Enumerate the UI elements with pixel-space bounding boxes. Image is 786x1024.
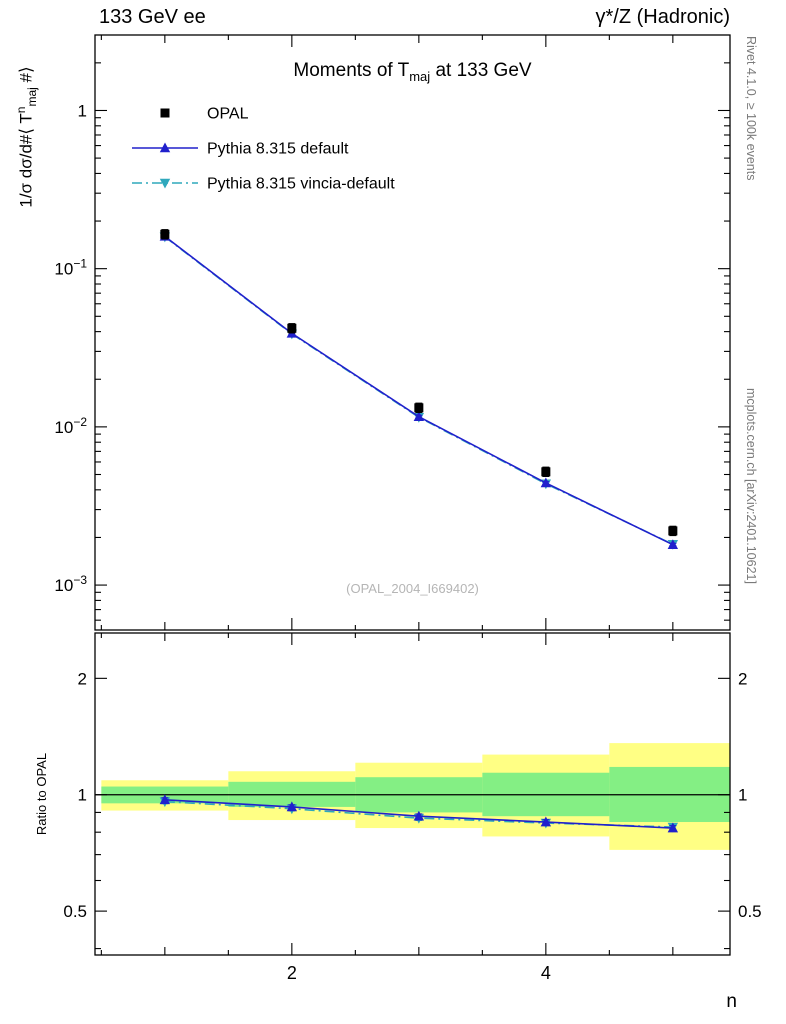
marker-triangle-up — [159, 794, 171, 805]
marker-square — [668, 526, 678, 536]
ratio-axis-label: Ratio to OPAL — [34, 752, 49, 836]
main-ytick-label: 10−2 — [54, 415, 87, 437]
marker-square — [414, 403, 424, 413]
plot-title-pre: Moments of T — [293, 60, 410, 81]
legend-label: OPAL — [207, 106, 249, 123]
marker-square — [541, 467, 551, 477]
series-pythia-8-315-default — [159, 794, 679, 833]
xtick-label: 4 — [541, 963, 551, 983]
marker-triangle-up — [413, 810, 425, 821]
marker-triangle-up — [540, 477, 552, 488]
rivet-version-note: Rivet 4.1.0, ≥ 100k events — [744, 36, 758, 181]
series-pythia-8-315-default — [159, 230, 679, 549]
ratio-ytick-label-right: 1 — [738, 786, 747, 805]
beam-energy-label: 133 GeV ee — [99, 6, 206, 28]
y-axis-label-sup: n — [14, 106, 28, 114]
main-ytick-label: 1 — [78, 101, 87, 120]
ratio-ytick-label-left: 2 — [78, 669, 87, 688]
plot-title: Moments of Tmaj at 133 GeV — [95, 60, 730, 84]
uncertainty-bands — [101, 743, 730, 850]
y-axis-label-sub: maj — [25, 87, 40, 107]
marker-triangle-up — [667, 822, 679, 833]
series-opal — [160, 229, 678, 537]
process-label: γ*/Z (Hadronic) — [595, 6, 730, 28]
marker-triangle-up — [413, 411, 425, 421]
ratio-ytick-label-left: 0.5 — [63, 902, 87, 921]
main-panel-frame — [94, 34, 731, 631]
marker-square — [160, 229, 170, 239]
mcplots-arxiv-note: mcplots.cern.ch [arXiv:2401.10621] — [744, 388, 758, 584]
marker-triangle-up — [159, 142, 171, 153]
legend-label: Pythia 8.315 default — [207, 141, 349, 158]
y-axis-label-pre: 1/σ dσ/d#⟨ T — [16, 113, 36, 208]
plot-title-post: at 133 GeV — [430, 60, 532, 81]
marker-triangle-up — [286, 801, 298, 812]
legend: OPAL Pythia 8.315 default Pythia 8.315 vin… — [132, 106, 395, 193]
series-pythia-8-315-vincia-default — [159, 232, 679, 550]
ratio-ytick-label-right: 0.5 — [738, 902, 762, 921]
marker-triangle-down — [159, 178, 171, 189]
marker-triangle-up — [667, 539, 679, 549]
marker-square — [160, 108, 170, 118]
legend-label: Pythia 8.315 vincia-default — [207, 176, 395, 193]
analysis-id-watermark: (OPAL_2004_I669402) — [346, 581, 479, 596]
ratio-ytick-label-left: 1 — [78, 786, 87, 805]
xtick-label: 2 — [287, 963, 297, 983]
main-ytick-label: 10−1 — [54, 257, 87, 279]
ratio-ytick-label-right: 2 — [738, 669, 747, 688]
axis-tick-labels: 1 10−1 10−2 10−3 2 2 1 1 0.5 0.5 2 4 — [54, 101, 761, 983]
ratio-panel-frame — [94, 632, 731, 956]
x-axis-label: n — [726, 991, 737, 1012]
axis-ticks — [95, 35, 730, 955]
marker-square — [287, 323, 297, 333]
plot-title-sub: maj — [409, 68, 431, 84]
y-axis-label: 1/σ dσ/d#⟨ Tnmaj #⟩ — [14, 12, 39, 262]
marker-triangle-up — [540, 816, 552, 827]
y-axis-label-post: #⟩ — [16, 66, 36, 88]
main-ytick-label: 10−3 — [54, 573, 87, 595]
